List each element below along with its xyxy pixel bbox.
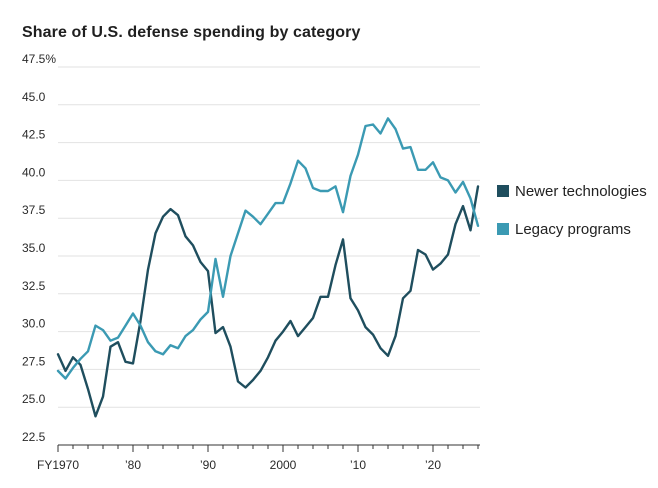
x-tick-label: ’20 [425, 458, 441, 472]
x-tick-label: FY1970 [37, 458, 79, 472]
y-axis-tick-labels: 47.5% 45.0 42.5 40.0 37.5 35.0 32.5 30.0 27.5 25.… [22, 52, 56, 444]
legend-swatch [497, 185, 509, 197]
y-tick-label: 35.0 [22, 241, 46, 255]
chart-title: Share of U.S. defense spending by catego… [22, 24, 361, 41]
legend: Newer technologies Legacy programs [497, 183, 647, 238]
legend-swatch [497, 223, 509, 235]
series-line-newer-technologies [56, 185, 480, 418]
y-tick-label: 25.0 [22, 392, 46, 406]
y-tick-label: 32.5 [22, 279, 46, 293]
x-tick-label: ’80 [125, 458, 141, 472]
x-axis: FY1970 ’80 ’90 2000 ’10 ’20 [37, 444, 480, 472]
x-tick-label: ’90 [200, 458, 216, 472]
series-lines [56, 117, 480, 418]
y-tick-label: 22.5 [22, 430, 46, 444]
y-tick-label: 27.5 [22, 354, 46, 368]
series-line-legacy-programs [56, 117, 480, 380]
y-tick-label: 37.5 [22, 203, 46, 217]
y-tick-label: 40.0 [22, 165, 46, 179]
y-tick-label: 45.0 [22, 90, 46, 104]
x-tick-label: 2000 [270, 458, 297, 472]
x-tick-label: ’10 [350, 458, 366, 472]
y-tick-label: 30.0 [22, 317, 46, 331]
legend-label: Newer technologies [515, 183, 647, 200]
y-tick-label: 42.5 [22, 128, 46, 142]
legend-label: Legacy programs [515, 221, 631, 238]
grid-lines [58, 66, 480, 408]
y-tick-label: 47.5% [22, 52, 56, 66]
